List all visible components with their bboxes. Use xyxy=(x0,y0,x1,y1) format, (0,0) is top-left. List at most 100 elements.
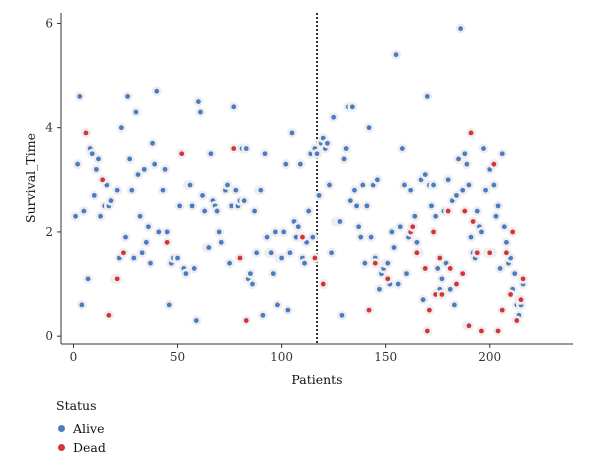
point-dead xyxy=(424,328,430,334)
point-alive xyxy=(503,239,509,245)
point-alive xyxy=(250,281,255,287)
point-alive xyxy=(393,52,399,58)
point-alive xyxy=(293,234,299,240)
legend-swatch-dead xyxy=(58,444,65,451)
point-alive xyxy=(123,234,128,240)
point-alive xyxy=(341,156,347,162)
point-alive xyxy=(499,151,505,157)
point-alive xyxy=(183,271,189,277)
point-alive xyxy=(152,161,158,167)
x-tick-label: 50 xyxy=(170,350,185,364)
point-alive xyxy=(133,109,139,115)
point-dead xyxy=(495,328,501,334)
point-alive xyxy=(275,302,280,308)
point-alive xyxy=(96,156,101,162)
point-dead xyxy=(83,130,89,136)
point-alive xyxy=(79,302,85,308)
point-alive xyxy=(374,177,380,183)
point-alive xyxy=(302,260,307,266)
point-dead xyxy=(300,234,305,240)
point-dead xyxy=(164,239,170,245)
point-alive xyxy=(408,187,414,193)
point-alive xyxy=(325,140,330,146)
point-alive xyxy=(343,146,349,151)
point-alive xyxy=(331,114,337,120)
point-alive xyxy=(91,193,97,198)
y-tick-label: 0 xyxy=(45,329,53,343)
point-dead xyxy=(437,255,443,261)
point-dead xyxy=(503,250,509,256)
point-alive xyxy=(241,198,247,204)
point-alive xyxy=(366,125,372,131)
point-alive xyxy=(160,187,166,193)
point-dead xyxy=(499,307,505,313)
point-alive xyxy=(150,140,155,146)
point-dead xyxy=(121,250,126,256)
point-alive xyxy=(356,224,362,230)
point-alive xyxy=(431,182,436,188)
point-alive xyxy=(208,151,214,157)
x-tick-label: 0 xyxy=(70,350,78,364)
point-alive xyxy=(114,187,120,193)
point-alive xyxy=(474,208,480,214)
point-alive xyxy=(287,250,293,256)
point-alive xyxy=(391,245,397,250)
point-dead xyxy=(426,307,432,313)
point-dead xyxy=(179,151,185,157)
point-dead xyxy=(414,250,420,256)
point-alive xyxy=(451,302,457,308)
x-tick-label: 100 xyxy=(270,350,293,364)
point-alive xyxy=(314,151,320,157)
point-alive xyxy=(501,224,507,230)
point-alive xyxy=(187,182,193,188)
point-dead xyxy=(514,318,520,323)
point-alive xyxy=(146,224,151,230)
point-alive xyxy=(468,234,474,240)
point-dead xyxy=(460,271,466,277)
point-dead xyxy=(243,318,249,323)
point-alive xyxy=(229,203,235,209)
point-alive xyxy=(424,94,430,99)
point-dead xyxy=(431,229,436,235)
point-alive xyxy=(139,250,145,256)
point-dead xyxy=(518,297,524,303)
point-alive xyxy=(89,151,95,157)
point-alive xyxy=(310,234,316,240)
point-alive xyxy=(129,187,135,193)
point-alive xyxy=(166,302,172,308)
point-alive xyxy=(481,146,486,151)
point-alive xyxy=(285,307,291,313)
point-alive xyxy=(316,193,322,198)
point-alive xyxy=(479,229,484,235)
point-alive xyxy=(108,198,114,204)
point-dead xyxy=(466,323,472,329)
point-alive xyxy=(231,104,237,110)
point-alive xyxy=(214,208,220,214)
point-alive xyxy=(364,203,370,209)
legend-title: Status xyxy=(56,398,97,413)
point-alive xyxy=(175,255,180,261)
point-dead xyxy=(106,312,112,318)
point-alive xyxy=(466,182,472,188)
point-dead xyxy=(366,307,372,313)
point-alive xyxy=(297,161,303,167)
point-alive xyxy=(337,219,343,224)
point-alive xyxy=(73,213,78,219)
point-alive xyxy=(77,94,83,99)
point-dead xyxy=(100,177,106,183)
point-alive xyxy=(339,312,345,318)
point-alive xyxy=(456,156,461,162)
point-alive xyxy=(247,271,253,277)
point-alive xyxy=(279,255,285,261)
point-alive xyxy=(512,271,518,277)
point-alive xyxy=(495,203,501,209)
point-alive xyxy=(404,271,409,277)
legend-item-alive: Alive xyxy=(56,419,106,438)
point-alive xyxy=(252,208,257,214)
point-alive xyxy=(447,286,453,292)
point-alive xyxy=(206,245,212,250)
legend: Status Alive Dead xyxy=(56,398,106,457)
point-alive xyxy=(360,182,366,188)
point-alive xyxy=(125,94,131,99)
point-alive xyxy=(414,239,420,245)
